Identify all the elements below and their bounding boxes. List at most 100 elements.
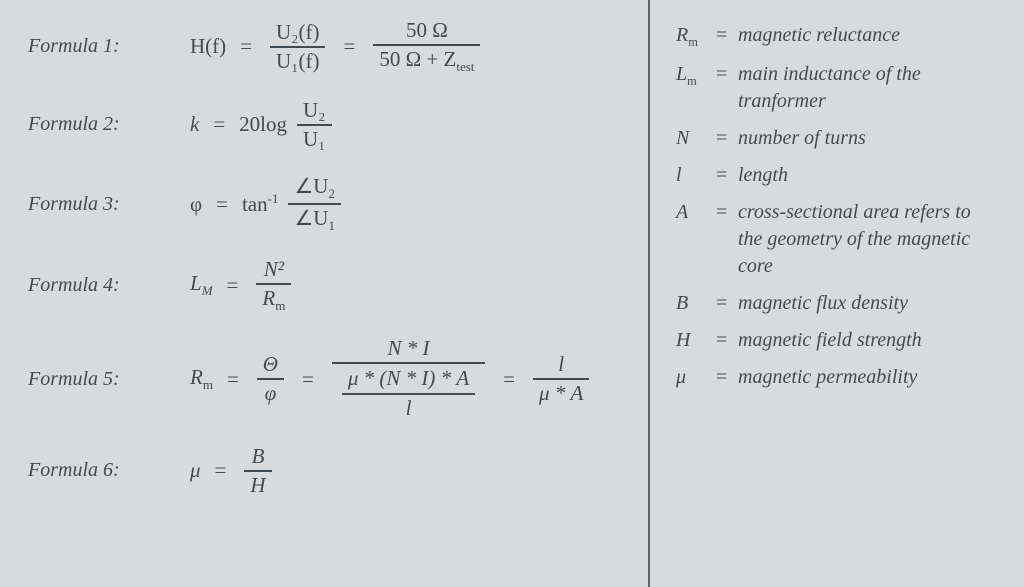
equals-sign: = <box>219 273 247 298</box>
legend-a: A = cross-sectional area refers to the g… <box>676 199 996 280</box>
legend-b-symbol: B <box>676 290 716 317</box>
formula-5-label: Formula 5: <box>28 368 190 391</box>
fraction-bar <box>297 124 332 126</box>
f3-tan: tan-1 <box>242 191 279 217</box>
legend-equals: = <box>716 364 738 391</box>
legend-b-def: magnetic flux density <box>738 290 996 317</box>
f3-den: ∠U1 <box>288 206 341 235</box>
legend-equals: = <box>716 61 738 88</box>
legend-equals: = <box>716 125 738 152</box>
f1-frac2-num: 50 Ω <box>400 18 454 43</box>
fraction-bar <box>270 46 325 48</box>
legend-equals: = <box>716 290 738 317</box>
legend-l: l = length <box>676 162 996 189</box>
f5-frac1-num: Θ <box>257 352 284 377</box>
legend-h: H = magnetic field strength <box>676 327 996 354</box>
f5-lhs: Rm <box>190 365 213 393</box>
formulas-column: Formula 1: H(f) = U₂(f) U₁(f) = 50 Ω 50 … <box>28 18 648 569</box>
formula-2: k = 20log U₂ U₁ <box>190 98 336 152</box>
f3-phi: φ <box>190 192 202 217</box>
f5-nested-fraction: μ * (N * I) * A l <box>342 366 475 420</box>
legend-equals: = <box>716 199 738 226</box>
formula-3-row: Formula 3: φ = tan-1 ∠U2 ∠U1 <box>28 174 648 235</box>
formula-4-row: Formula 4: LM = N² Rm <box>28 257 648 315</box>
f5-fraction-3: l μ * A <box>533 352 589 406</box>
formula-4-label: Formula 4: <box>28 274 190 297</box>
f4-num: N² <box>258 257 290 282</box>
formula-5: Rm = Θ φ = N * I μ * (N * I) * A <box>190 336 593 421</box>
f2-fraction: U₂ U₁ <box>297 98 332 152</box>
f2-num: U₂ <box>297 98 332 123</box>
legend-lm: Lm = main inductance of the tranformer <box>676 61 996 115</box>
legend-equals: = <box>716 162 738 189</box>
formula-1: H(f) = U₂(f) U₁(f) = 50 Ω 50 Ω + Ztest <box>190 18 484 76</box>
f2-k: k <box>190 112 199 137</box>
f6-num: B <box>246 444 271 469</box>
fraction-bar <box>373 44 480 46</box>
legend-h-def: magnetic field strength <box>738 327 996 354</box>
f1-fraction-1: U₂(f) U₁(f) <box>270 20 325 74</box>
f4-fraction: N² Rm <box>256 257 291 315</box>
legend-rm-def: magnetic reluctance <box>738 22 996 49</box>
formula-2-label: Formula 2: <box>28 113 190 136</box>
legend-column: Rm = magnetic reluctance Lm = main induc… <box>676 18 996 569</box>
f5-frac1-den: φ <box>259 381 283 406</box>
fraction-bar <box>332 362 485 364</box>
f5-frac3-den: μ * A <box>533 381 589 406</box>
f5-frac3-num: l <box>552 352 570 377</box>
legend-n-symbol: N <box>676 125 716 152</box>
legend-mu: μ = magnetic permeability <box>676 364 996 391</box>
legend-lm-def: main inductance of the tranformer <box>738 61 996 115</box>
f1-fraction-2: 50 Ω 50 Ω + Ztest <box>373 18 480 76</box>
vertical-divider <box>648 0 650 587</box>
legend-lm-symbol: Lm <box>676 61 716 90</box>
legend-b: B = magnetic flux density <box>676 290 996 317</box>
legend-l-symbol: l <box>676 162 716 189</box>
equals-sign: = <box>294 367 322 392</box>
legend-l-def: length <box>738 162 996 189</box>
fraction-bar <box>257 378 284 380</box>
formula-5-row: Formula 5: Rm = Θ φ = N * I μ * <box>28 336 648 421</box>
f4-den: Rm <box>256 286 291 315</box>
formula-4: LM = N² Rm <box>190 257 295 315</box>
legend-n: N = number of turns <box>676 125 996 152</box>
f2-20log: 20log <box>239 112 287 137</box>
f5-fraction-1: Θ φ <box>257 352 284 406</box>
legend-equals: = <box>716 22 738 49</box>
f6-den: H <box>244 473 271 498</box>
legend-equals: = <box>716 327 738 354</box>
formula-6-row: Formula 6: μ = B H <box>28 444 648 498</box>
f5-mid-den: μ * (N * I) * A l <box>332 365 485 421</box>
formula-2-row: Formula 2: k = 20log U₂ U₁ <box>28 98 648 152</box>
page: Formula 1: H(f) = U₂(f) U₁(f) = 50 Ω 50 … <box>0 0 1024 587</box>
legend-n-def: number of turns <box>738 125 996 152</box>
fraction-bar <box>256 283 291 285</box>
formula-6-label: Formula 6: <box>28 459 190 482</box>
formula-3-label: Formula 3: <box>28 193 190 216</box>
formula-3: φ = tan-1 ∠U2 ∠U1 <box>190 174 345 235</box>
fraction-bar <box>288 203 341 205</box>
equals-sign: = <box>335 34 363 59</box>
fraction-bar <box>244 470 271 472</box>
f1-lhs: H(f) <box>190 34 226 59</box>
formula-6: μ = B H <box>190 444 276 498</box>
legend-mu-symbol: μ <box>676 364 716 391</box>
legend-rm: Rm = magnetic reluctance <box>676 22 996 51</box>
fraction-bar <box>533 378 589 380</box>
equals-sign: = <box>207 458 235 483</box>
f4-lhs: LM <box>190 271 213 299</box>
f6-lhs: μ <box>190 458 201 483</box>
equals-sign: = <box>232 34 260 59</box>
legend-a-def: cross-sectional area refers to the geome… <box>738 199 996 280</box>
f5-mid-num: N * I <box>381 336 435 361</box>
equals-sign: = <box>495 367 523 392</box>
legend-rm-symbol: Rm <box>676 22 716 51</box>
legend-a-symbol: A <box>676 199 716 226</box>
equals-sign: = <box>208 192 236 217</box>
equals-sign: = <box>205 112 233 137</box>
f1-frac1-num: U₂(f) <box>270 20 325 45</box>
formula-1-label: Formula 1: <box>28 35 190 58</box>
f3-fraction: ∠U2 ∠U1 <box>288 174 341 235</box>
f6-fraction: B H <box>244 444 271 498</box>
f2-den: U₁ <box>297 127 332 152</box>
